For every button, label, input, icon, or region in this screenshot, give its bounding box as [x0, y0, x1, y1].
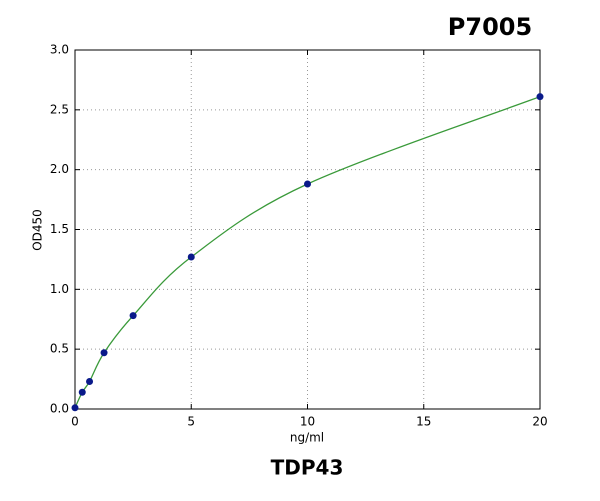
- data-point: [129, 312, 137, 320]
- x-tick-label: 0: [71, 415, 79, 429]
- x-tick-label: 15: [416, 415, 431, 429]
- y-tick-label: 0.5: [50, 342, 69, 356]
- y-tick-label: 0.0: [50, 402, 69, 416]
- y-tick-label: 1.5: [50, 222, 69, 236]
- caption: TDP43: [271, 456, 344, 480]
- x-tick-label: 5: [187, 415, 195, 429]
- x-axis-label: ng/ml: [290, 431, 324, 445]
- data-point: [78, 388, 86, 396]
- y-axis-label: OD450: [31, 209, 45, 251]
- y-tick-label: 2.5: [50, 102, 69, 116]
- data-point: [86, 377, 94, 385]
- data-point: [304, 180, 311, 188]
- y-tick-label: 1.0: [50, 282, 69, 296]
- fit-curve: [74, 96, 541, 409]
- x-tick-label: 20: [532, 415, 547, 429]
- data-point: [187, 253, 195, 261]
- data-point: [71, 404, 79, 412]
- x-tick-label: 10: [300, 415, 315, 429]
- y-tick-label: 3.0: [50, 43, 69, 57]
- y-tick-label: 2.0: [50, 162, 69, 176]
- data-point: [536, 93, 544, 101]
- plot-frame: [74, 49, 541, 410]
- chart-title: P7005: [448, 13, 532, 41]
- data-point: [100, 349, 108, 357]
